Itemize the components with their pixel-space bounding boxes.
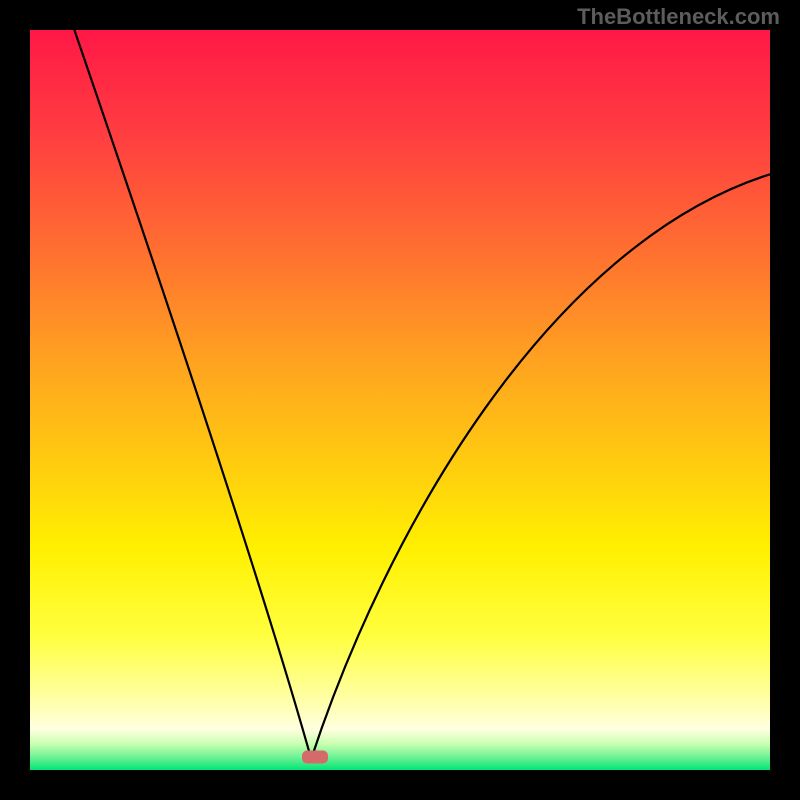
bottleneck-curve	[74, 30, 770, 759]
plot-area	[30, 30, 770, 770]
watermark-text: TheBottleneck.com	[577, 4, 780, 30]
chart-container: TheBottleneck.com	[0, 0, 800, 800]
curve-layer	[30, 30, 770, 770]
vertex-marker	[302, 751, 328, 764]
